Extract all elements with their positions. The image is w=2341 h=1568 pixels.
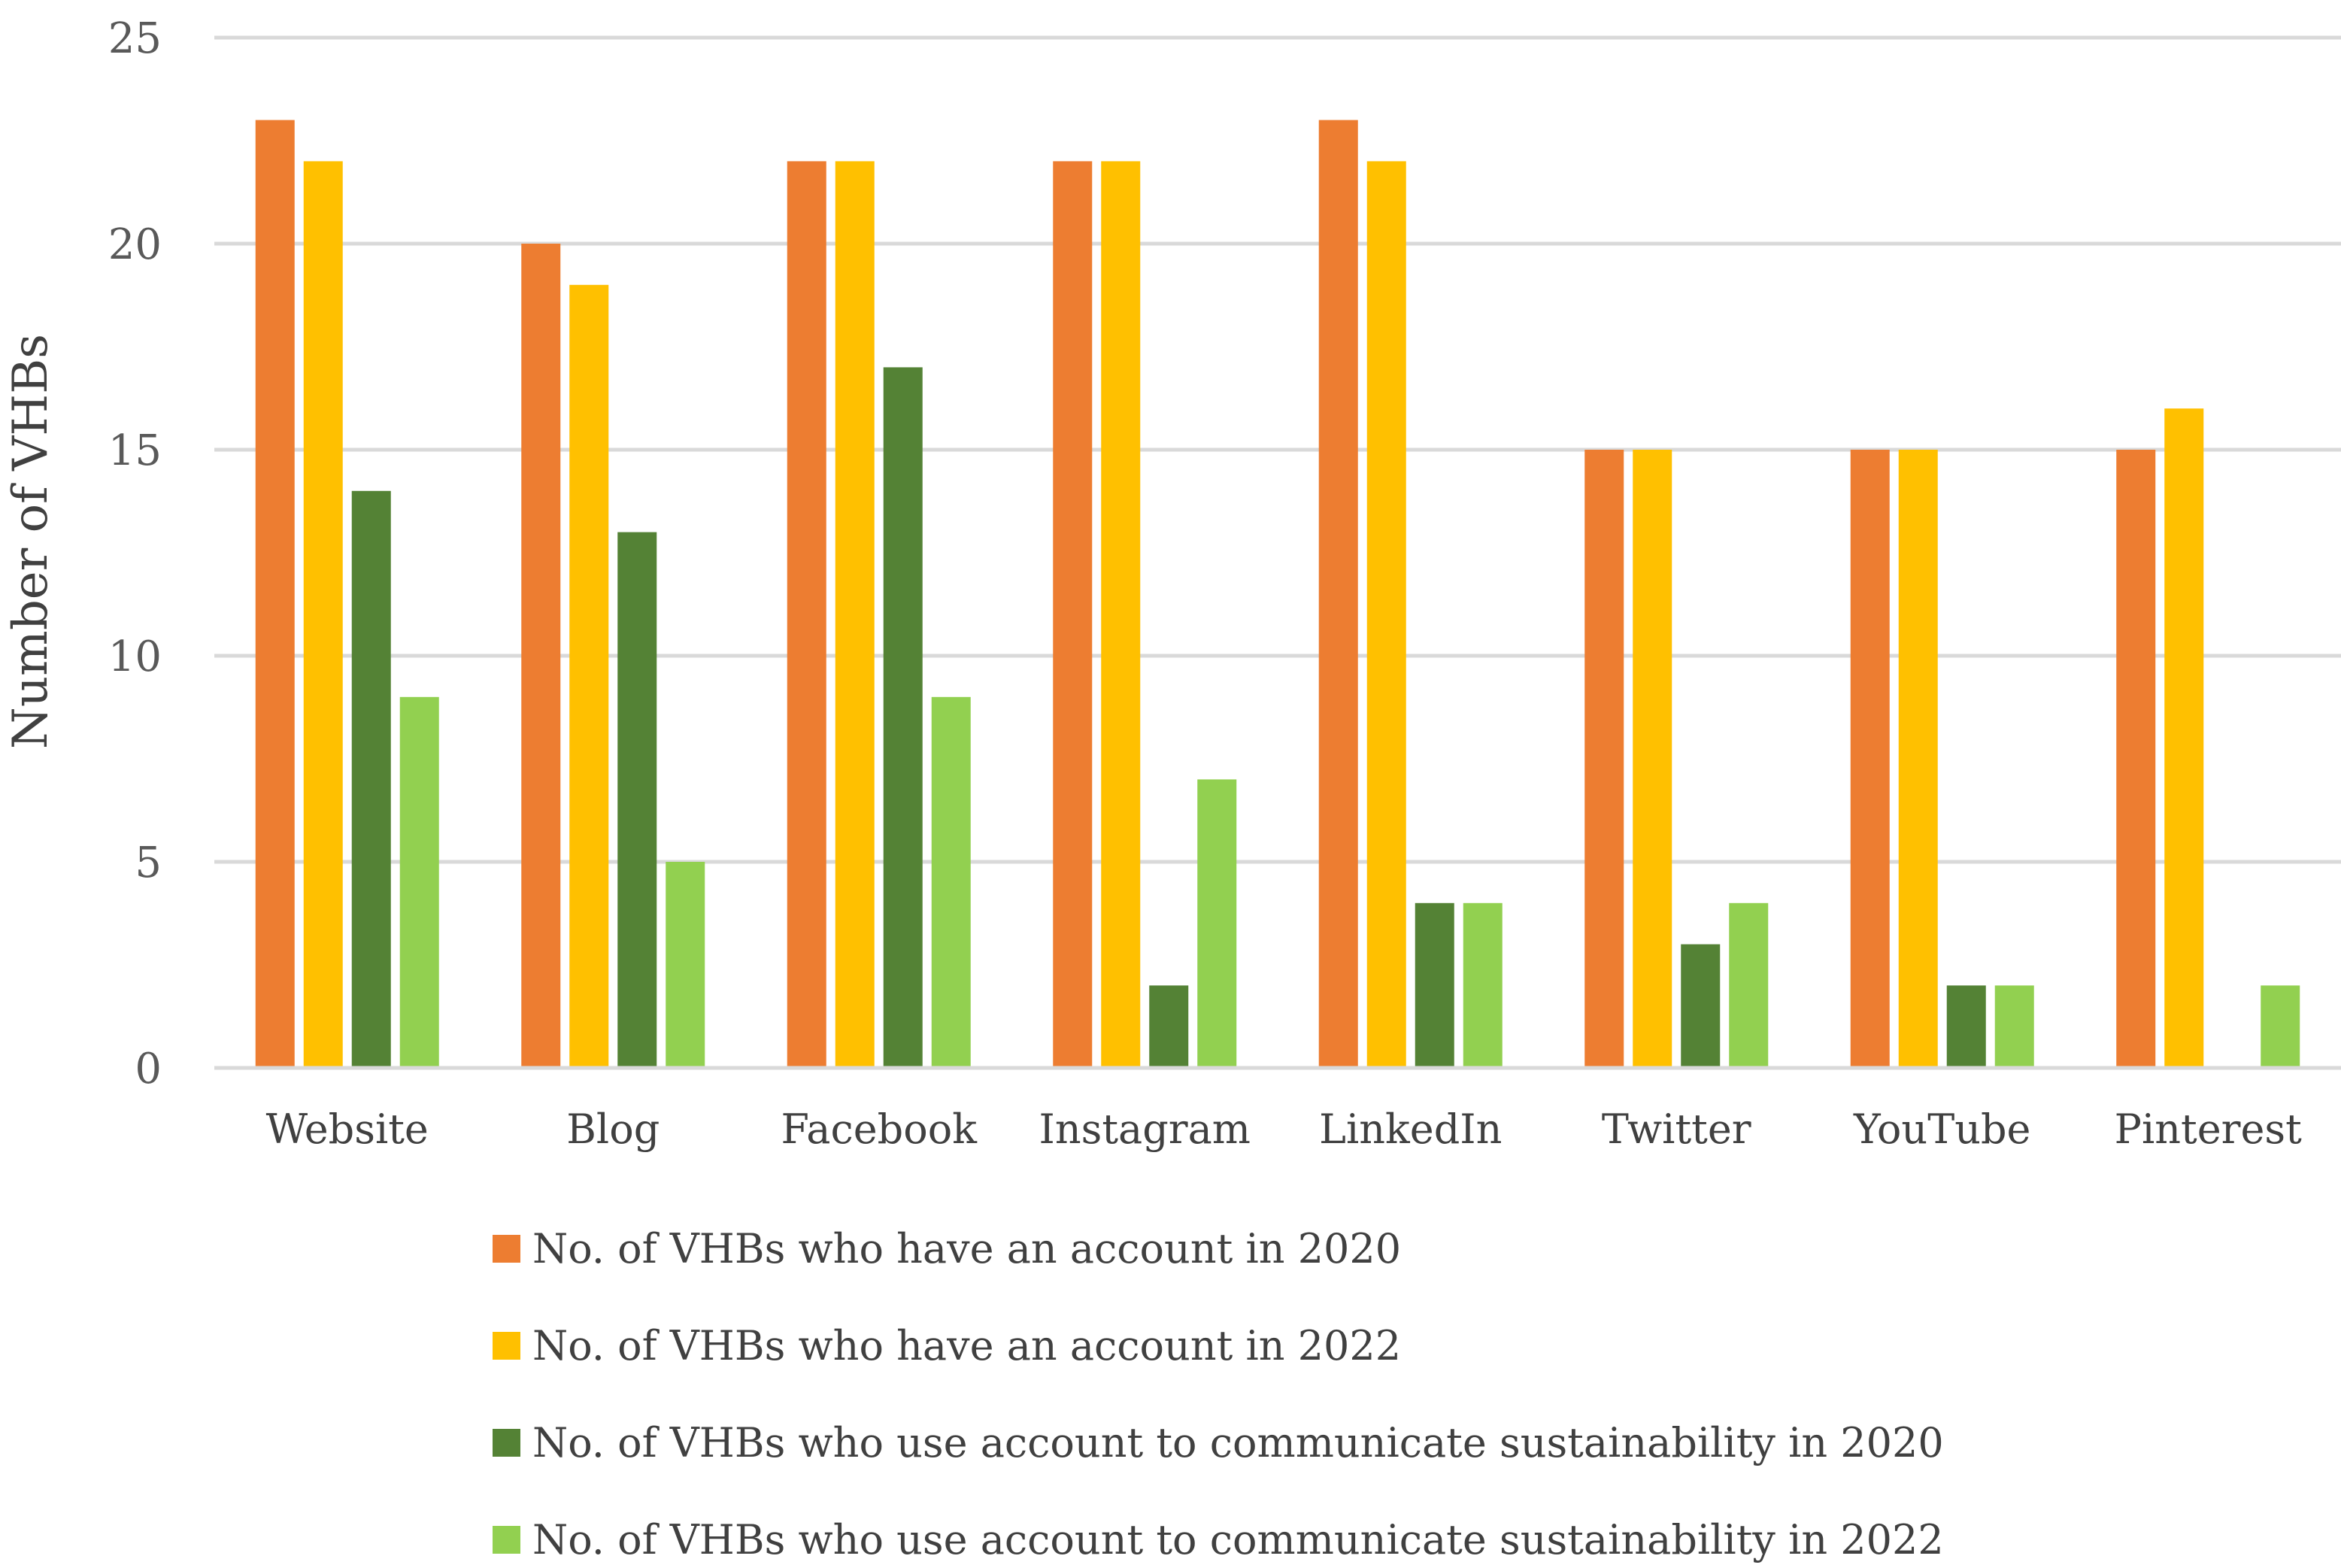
bar-instagram-series-2 bbox=[1101, 161, 1141, 1068]
x-category-label: LinkedIn bbox=[1319, 1105, 1502, 1153]
bar-instagram-series-3 bbox=[1149, 985, 1189, 1068]
x-category-label: Instagram bbox=[1039, 1105, 1251, 1153]
bar-website-series-4 bbox=[399, 696, 439, 1068]
bar-facebook-series-2 bbox=[835, 161, 875, 1068]
y-tick-label: 0 bbox=[135, 1045, 162, 1093]
bar-linkedin-series-3 bbox=[1415, 902, 1454, 1068]
bar-youtube-series-4 bbox=[1994, 985, 2034, 1068]
legend-label: No. of VHBs who have an account in 2020 bbox=[532, 1225, 1401, 1272]
legend-swatch bbox=[493, 1429, 520, 1457]
y-tick-label: 10 bbox=[108, 632, 162, 681]
y-tick-label: 25 bbox=[108, 14, 162, 63]
y-tick-label: 20 bbox=[108, 220, 162, 269]
y-tick-label: 15 bbox=[108, 426, 162, 475]
bar-blog-series-2 bbox=[569, 284, 609, 1068]
bar-youtube-series-3 bbox=[1946, 985, 1986, 1068]
legend-label: No. of VHBs who use account to communica… bbox=[532, 1516, 1944, 1563]
bar-instagram-series-1 bbox=[1053, 161, 1093, 1068]
bar-website-series-1 bbox=[255, 120, 295, 1069]
legend-swatch bbox=[493, 1235, 520, 1263]
bar-twitter-series-4 bbox=[1729, 902, 1769, 1068]
bar-blog-series-1 bbox=[521, 244, 561, 1068]
bar-twitter-series-1 bbox=[1584, 450, 1624, 1068]
bar-linkedin-series-2 bbox=[1366, 161, 1406, 1068]
bar-twitter-series-3 bbox=[1681, 944, 1721, 1068]
bar-youtube-series-1 bbox=[1850, 450, 1890, 1068]
bar-twitter-series-2 bbox=[1633, 450, 1672, 1068]
bar-pinterest-series-4 bbox=[2261, 985, 2300, 1068]
x-axis-categories: Website Blog Facebook Instagram LinkedIn Twit… bbox=[266, 1105, 2303, 1153]
x-category-label: Website bbox=[266, 1105, 429, 1153]
bar-blog-series-4 bbox=[666, 862, 705, 1068]
bar-facebook-series-4 bbox=[931, 696, 971, 1068]
bar-website-series-2 bbox=[303, 161, 343, 1068]
bar-youtube-series-2 bbox=[1898, 450, 1938, 1068]
bar-facebook-series-1 bbox=[787, 161, 826, 1068]
legend-label: No. of VHBs who have an account in 2022 bbox=[532, 1322, 1401, 1369]
legend-swatch bbox=[493, 1332, 520, 1360]
bar-linkedin-series-4 bbox=[1463, 902, 1503, 1068]
legend-swatch bbox=[493, 1526, 520, 1554]
y-axis-ticks: 0 5 10 15 20 25 bbox=[108, 14, 162, 1093]
bar-blog-series-3 bbox=[617, 532, 657, 1068]
bars bbox=[255, 120, 2300, 1069]
legend-label: No. of VHBs who use account to communica… bbox=[532, 1419, 1944, 1466]
gridlines bbox=[214, 35, 2341, 864]
bar-pinterest-series-2 bbox=[2164, 408, 2204, 1068]
x-category-label: YouTube bbox=[1853, 1105, 2031, 1153]
bar-website-series-3 bbox=[351, 490, 391, 1068]
y-axis-label: Number of VHBs bbox=[3, 334, 59, 749]
bar-pinterest-series-1 bbox=[2116, 450, 2156, 1068]
legend: No. of VHBs who have an account in 2020 N… bbox=[493, 1225, 1944, 1563]
x-category-label: Blog bbox=[566, 1105, 660, 1153]
bar-linkedin-series-1 bbox=[1318, 120, 1358, 1069]
bar-instagram-series-4 bbox=[1197, 779, 1237, 1068]
x-category-label: Pinterest bbox=[2115, 1105, 2303, 1153]
y-tick-label: 5 bbox=[135, 839, 162, 887]
x-category-label: Facebook bbox=[781, 1105, 978, 1153]
x-category-label: Twitter bbox=[1602, 1105, 1751, 1153]
bar-facebook-series-3 bbox=[883, 367, 923, 1068]
